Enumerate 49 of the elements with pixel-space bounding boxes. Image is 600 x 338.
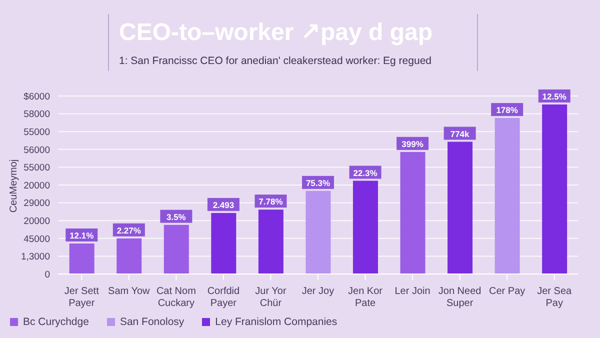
x-tick-label: Jen Kor Pate — [348, 286, 384, 309]
x-tick-label: Ler Join — [394, 286, 430, 297]
annotation: 12.1% — [70, 230, 94, 240]
bar — [258, 210, 284, 274]
bar — [448, 142, 473, 274]
annotation: 774k — [450, 128, 470, 139]
bar — [352, 180, 378, 274]
bar — [211, 212, 236, 274]
x-tick-label: Jer Joy — [302, 286, 334, 297]
legend-label: Ley Franislom Companies — [215, 316, 338, 328]
x-tick-label: Jur Yor Chür — [255, 286, 287, 309]
annotation: 2.493 — [212, 200, 234, 210]
text: 20000 — [24, 180, 50, 192]
annotation: 399% — [402, 138, 424, 149]
bar — [494, 118, 520, 274]
text: 55000 — [24, 126, 50, 138]
bar — [542, 104, 568, 274]
bar — [69, 243, 94, 274]
chart-subtitle: 1: San Francissc CEO for anedian' cleakerstead worker: Eg regued — [119, 55, 432, 67]
annotation: 12.5% — [542, 91, 567, 102]
text: 55000 — [24, 162, 50, 174]
text: 0 — [44, 269, 50, 280]
bar — [116, 238, 142, 274]
bar — [400, 152, 426, 274]
text: 56000 — [24, 144, 50, 156]
x-tick-label: Jon Need Super — [438, 286, 482, 309]
annotation: 178% — [496, 105, 518, 116]
text: 29000 — [24, 198, 50, 210]
legend-label: San Fonolosy — [120, 316, 184, 328]
annotation: 2.27% — [116, 225, 142, 236]
x-tick-label: Cer Pay — [489, 286, 526, 297]
text: 20000 — [24, 216, 50, 227]
x-tick-label: Cat Nom Cuckary — [156, 286, 196, 309]
text: 45000 — [24, 234, 50, 245]
annotation: 7.78% — [258, 196, 284, 207]
x-tick-label: Corfdid Payer — [207, 286, 240, 309]
x-tick-label: Jer Sett Payer — [64, 286, 100, 309]
x-tick-label: Jer Sea Pay — [537, 286, 572, 309]
legend-label: Bc Curychdge — [23, 316, 89, 328]
y-axis-title: CeuMeymoj — [8, 159, 20, 213]
bar — [164, 224, 189, 274]
annotation: 3.5% — [166, 212, 186, 222]
annotation: 75.3% — [306, 178, 330, 188]
text: $6000 — [24, 91, 50, 102]
bar — [306, 190, 331, 274]
x-tick-label: Sam Yow — [108, 286, 151, 297]
text: 58000 — [24, 109, 50, 120]
annotation: 22.3% — [353, 168, 378, 178]
text: 1,3000 — [20, 252, 50, 263]
